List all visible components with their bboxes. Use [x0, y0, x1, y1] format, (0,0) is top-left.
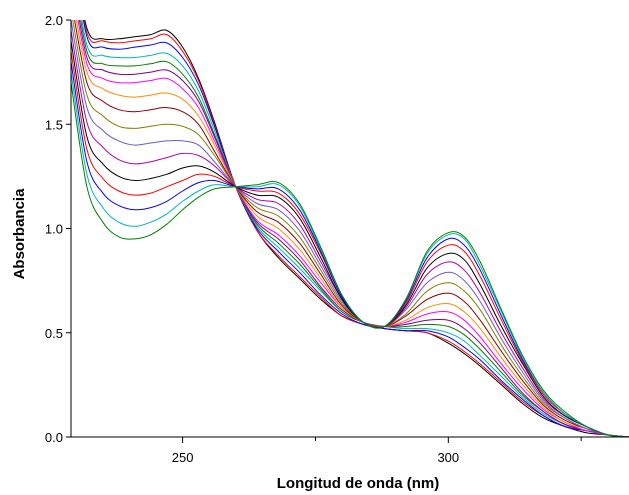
y-ticks: 0.0 0.5 1.0 1.5 2.0 [45, 13, 71, 445]
series-line-4 [81, 20, 629, 437]
series-line-8 [75, 20, 629, 437]
series-line-2 [83, 20, 629, 437]
series-line-11 [71, 20, 629, 437]
series-group [71, 20, 629, 437]
x-ticks: 250 300 [172, 437, 582, 465]
series-line-10 [72, 20, 629, 437]
series-line-6 [78, 20, 629, 437]
series-line-7 [77, 20, 629, 437]
series-line-13 [71, 40, 629, 437]
y-tick-label: 1.0 [45, 222, 63, 237]
series-line-3 [82, 20, 629, 437]
axes [70, 20, 629, 438]
series-line-5 [80, 20, 629, 437]
x-axis-title: Longitud de onda (nm) [277, 475, 439, 492]
series-line-17 [71, 82, 629, 437]
x-tick-label: 250 [172, 450, 194, 465]
x-tick-label: 300 [437, 450, 459, 465]
y-tick-label: 2.0 [45, 13, 63, 28]
series-line-15 [71, 61, 629, 437]
series-line-1 [84, 20, 629, 437]
y-tick-label: 1.5 [45, 117, 63, 132]
y-axis-title: Absorbancia [11, 188, 28, 280]
y-tick-label: 0.0 [45, 430, 63, 445]
y-tick-label: 0.5 [45, 326, 63, 341]
series-line-16 [71, 72, 629, 437]
series-line-12 [71, 30, 629, 437]
series-line-9 [74, 20, 629, 437]
